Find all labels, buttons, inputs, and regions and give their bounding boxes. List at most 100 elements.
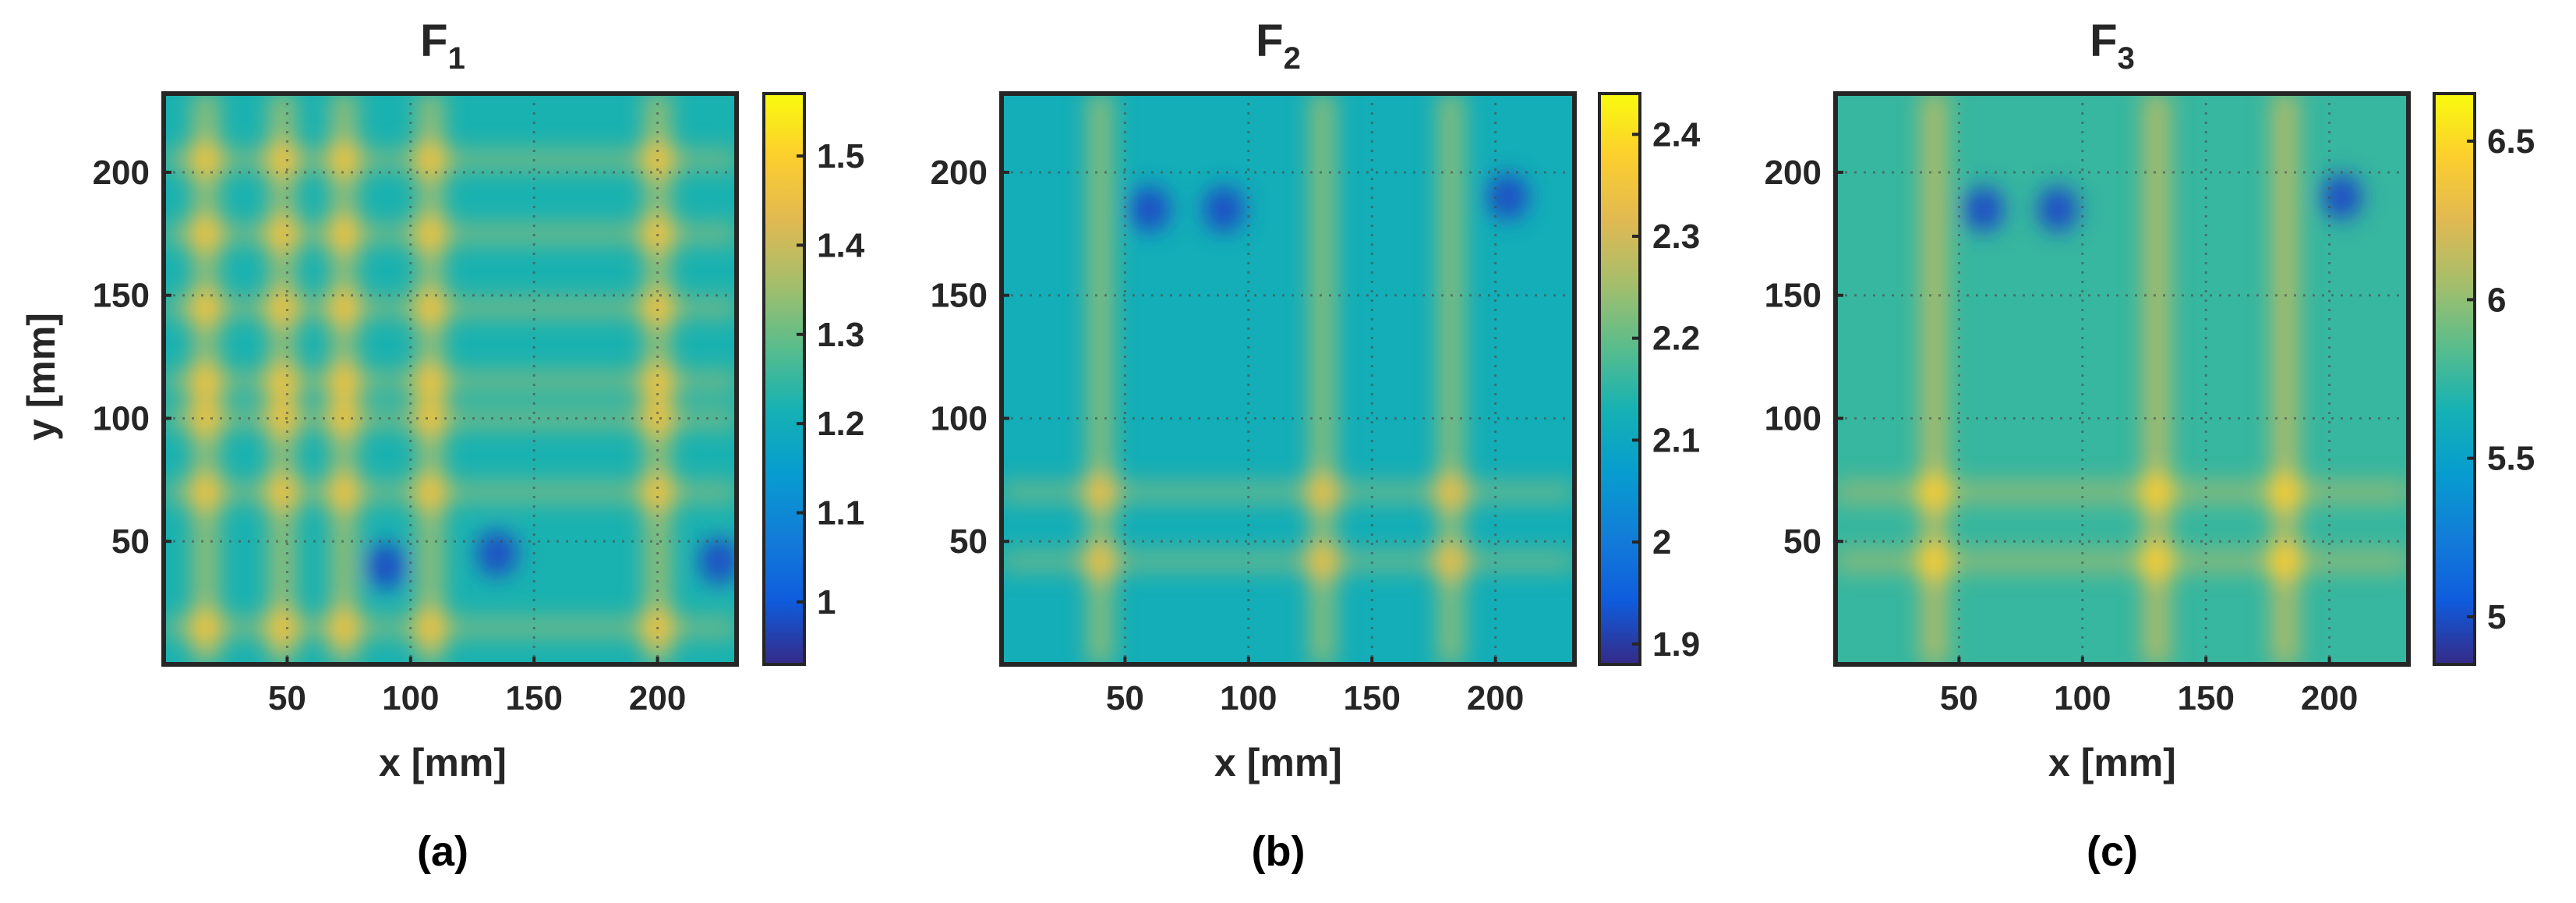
colorbar-tick-label: 5.5: [2487, 440, 2535, 478]
panel-b-x-axis-label: x [mm]: [1214, 741, 1342, 784]
panel-b-heatmap: [1002, 94, 1574, 664]
hot-spot: [263, 472, 301, 512]
hot-spot: [1082, 540, 1119, 582]
y-tick-label: 200: [1765, 154, 1822, 192]
low-spot: [2321, 174, 2362, 220]
hot-spot: [412, 472, 449, 512]
y-tick-label: 150: [931, 277, 988, 315]
colorbar-tick-label: 2.3: [1652, 218, 1700, 256]
colorbar-gradient: [1598, 92, 1641, 666]
low-spot: [1203, 186, 1244, 232]
hot-spot: [263, 287, 301, 328]
colorbar-tick-label: 1.2: [817, 405, 864, 443]
y-tick-label: 100: [1765, 399, 1822, 437]
hot-spot: [639, 287, 677, 328]
x-tick-label: 150: [2178, 679, 2235, 717]
y-tick-label: 200: [931, 154, 988, 192]
panel-c-title: F3: [2090, 16, 2135, 76]
colorbar-tick-label: 1.5: [817, 137, 864, 175]
panel-c-caption: (c): [2087, 828, 2138, 875]
x-tick-label: 200: [2301, 679, 2358, 717]
hot-spot: [2267, 540, 2304, 582]
hot-spot: [263, 361, 301, 402]
hot-spot: [263, 398, 301, 439]
y-tick-label: 150: [93, 277, 150, 315]
colorbar-tick-label: 2.4: [1652, 115, 1701, 154]
y-tick-label: 50: [111, 522, 150, 561]
hot-spot: [412, 214, 449, 254]
colorbar-gradient: [2433, 92, 2476, 666]
hot-spot: [325, 607, 362, 648]
hot-spot: [187, 140, 224, 180]
y-tick-label: 200: [93, 154, 150, 192]
hot-spot: [187, 472, 224, 512]
x-tick-label: 100: [382, 679, 439, 717]
low-spot: [2037, 186, 2078, 232]
colorbar-tick-label: 1.3: [817, 316, 864, 354]
colorbar-tick-label: 1.4: [817, 226, 865, 264]
x-tick-label: 50: [268, 679, 306, 717]
hot-spot: [325, 398, 362, 439]
hot-spot: [639, 472, 677, 512]
hot-spot: [325, 287, 362, 328]
hot-spot: [639, 214, 677, 254]
y-tick-label: 50: [1783, 522, 1822, 561]
colorbar-tick-label: 2.2: [1652, 320, 1700, 358]
panel-a-colorbar: 1 1.1 1.2 1.3 1.4 1.5: [762, 92, 865, 666]
hot-spot: [2267, 472, 2304, 512]
hot-spot: [412, 140, 449, 180]
x-tick-label: 50: [1106, 679, 1144, 717]
hot-spot: [187, 607, 224, 648]
y-tick-label: 50: [949, 522, 988, 561]
hot-spot: [412, 398, 449, 439]
plot-frame: [161, 91, 739, 667]
hot-spot: [1304, 472, 1341, 512]
x-tick-label: 100: [1220, 679, 1277, 717]
hot-spot: [325, 472, 362, 512]
y-tick-label: 150: [1765, 277, 1822, 315]
hot-spot: [412, 607, 449, 648]
x-tick-label: 100: [2054, 679, 2111, 717]
hot-spot: [639, 361, 677, 402]
x-tick-label: 150: [1344, 679, 1401, 717]
x-tick-label: 200: [629, 679, 686, 717]
x-tick-label: 200: [1467, 679, 1524, 717]
panel-a-x-axis-label: x [mm]: [379, 741, 507, 784]
hot-spot: [325, 214, 362, 254]
hot-spot: [1304, 540, 1341, 582]
low-spot: [1963, 186, 2004, 232]
panel-c-x-axis-label: x [mm]: [2048, 741, 2176, 784]
hot-spot: [2138, 540, 2175, 582]
hot-spot: [1433, 472, 1470, 512]
panel-b-axes: 50 100 150 200 50 100 150 200: [931, 91, 1577, 717]
hot-spot: [639, 398, 677, 439]
hot-spot: [325, 361, 362, 402]
colorbar-tick-label: 2: [1652, 523, 1671, 561]
panel-a-title: F1: [420, 16, 465, 76]
low-spot: [699, 538, 737, 584]
hot-spot: [263, 140, 301, 180]
hot-spot: [1916, 540, 1953, 582]
hot-spot: [187, 214, 224, 254]
panel-c-colorbar: 5 5.5 6 6.5: [2433, 92, 2535, 666]
hot-spot: [412, 361, 449, 402]
colorbar-gradient: [762, 92, 806, 666]
colorbar-tick-label: 6: [2487, 281, 2506, 319]
panel-b-title: F2: [1256, 16, 1301, 76]
colorbar-tick-label: 6.5: [2487, 122, 2535, 161]
y-tick-label: 100: [931, 399, 988, 437]
plot-frame: [1833, 91, 2411, 667]
heatmap-field: [1836, 94, 2408, 664]
x-tick-label: 50: [1940, 679, 1978, 717]
panel-b-colorbar: 1.9 2 2.1 2.2 2.3 2.4: [1598, 92, 1701, 666]
hot-spot: [412, 287, 449, 328]
hot-spot: [2138, 472, 2175, 512]
panel-a-axes: 50 100 150 200 50 100 150 200: [93, 91, 739, 717]
low-spot: [1487, 174, 1528, 220]
hot-spot: [263, 214, 301, 254]
colorbar-tick-label: 5: [2487, 598, 2506, 636]
colorbar-tick-label: 2.1: [1652, 421, 1700, 459]
hot-spot: [187, 398, 224, 439]
hot-spot: [187, 361, 224, 402]
